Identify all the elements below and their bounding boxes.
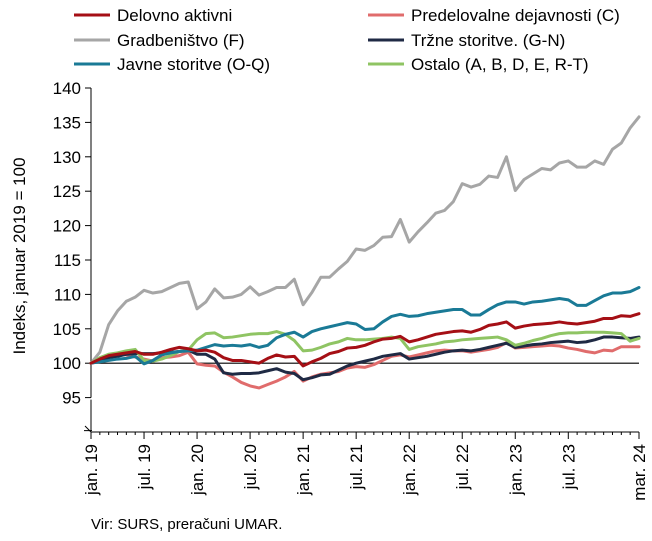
axis-break-mark <box>84 399 92 432</box>
x-tick-label: jan. 21 <box>294 444 313 496</box>
x-tick-label: jan. 22 <box>400 444 419 496</box>
legend-label: Tržne storitve. (G-N) <box>411 31 565 50</box>
legend-label: Gradbeništvo (F) <box>117 31 245 50</box>
series-line <box>89 115 641 365</box>
y-tick-label: 100 <box>53 354 81 373</box>
axis-break-slash <box>84 425 92 433</box>
x-tick-label: jul. 21 <box>347 444 366 490</box>
x-axis: jan. 19 jul. 19 jan. 20 jul. 20 jan. 21 jul. … <box>82 362 649 501</box>
series-line <box>89 312 641 368</box>
y-axis-title: Indeks, januar 2019 = 100 <box>10 157 29 354</box>
y-axis: 95 100 105 110 115 120 125 130 135 140 <box>53 79 92 433</box>
y-tick-label: 130 <box>53 148 81 167</box>
x-tick-label: jan. 20 <box>188 444 207 496</box>
y-tick-label: 125 <box>53 182 81 201</box>
chart-legend: Delovno aktivni Predelovalne dejavnosti (… <box>74 6 620 74</box>
plot-area <box>89 115 641 390</box>
x-tick-label: jul. 19 <box>135 444 154 490</box>
y-tick-label: 135 <box>53 113 81 132</box>
legend-label: Delovno aktivni <box>117 6 232 25</box>
x-tick-label: jul. 23 <box>559 444 578 490</box>
x-tick-label: jan. 19 <box>82 444 101 496</box>
source-note: Vir: SURS, preračuni UMAR. <box>91 516 283 533</box>
legend-label: Ostalo (A, B, D, E, R-T) <box>411 55 589 74</box>
x-tick-label: jan. 23 <box>506 444 525 496</box>
x-tick-label: jul. 22 <box>453 444 472 490</box>
y-tick-label: 120 <box>53 217 81 236</box>
legend-label: Predelovalne dejavnosti (C) <box>411 6 620 25</box>
legend-label: Javne storitve (O-Q) <box>117 55 270 74</box>
x-tick-label: mar. 24 <box>630 444 649 501</box>
series-line <box>89 341 641 390</box>
series-line <box>89 335 641 382</box>
y-tick-label: 95 <box>62 389 81 408</box>
y-tick-label: 140 <box>53 79 81 98</box>
y-tick-label: 110 <box>54 285 81 304</box>
y-tick-label: 105 <box>53 320 81 339</box>
series-line <box>89 286 641 366</box>
y-tick-label: 115 <box>54 251 81 270</box>
x-tick-label: jul. 20 <box>241 444 260 490</box>
